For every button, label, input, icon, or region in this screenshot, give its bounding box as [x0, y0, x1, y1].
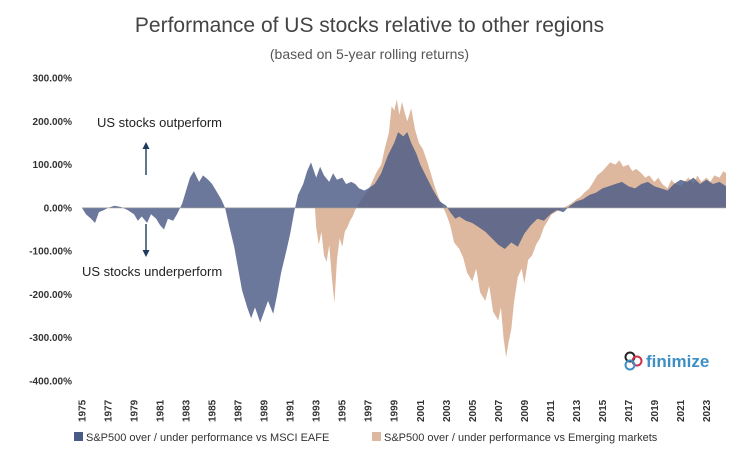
x-tick-label: 2011 — [546, 400, 557, 422]
arrow-down-head-icon — [142, 250, 150, 257]
x-tick-label: 2021 — [676, 399, 687, 422]
chart-subtitle: (based on 5-year rolling returns) — [269, 46, 470, 62]
x-tick-label: 2001 — [416, 399, 427, 422]
x-tick-label: 1979 — [130, 399, 141, 422]
x-tick-label: 1999 — [390, 399, 401, 422]
legend: S&P500 over / under performance vs MSCI … — [74, 432, 658, 444]
x-tick-label: 1981 — [156, 399, 167, 422]
x-tick-label: 2023 — [702, 399, 713, 422]
finimize-logo-icon — [624, 351, 643, 371]
annotation-outperform: US stocks outperform — [97, 115, 222, 130]
x-tick-label: 1989 — [260, 399, 271, 422]
brand-name: finimize — [646, 352, 709, 371]
brand-logo: finimize — [624, 351, 709, 371]
legend-swatch-em — [372, 432, 381, 441]
y-tick-label: 100.00% — [33, 160, 73, 171]
x-tick-label: 1987 — [234, 399, 245, 422]
y-tick-label: -100.00% — [29, 247, 72, 258]
chart-title: Performance of US stocks relative to oth… — [134, 14, 605, 37]
annotation-underperform: US stocks underperform — [82, 264, 222, 279]
y-tick-label: 300.00% — [33, 74, 73, 85]
legend-label-eafe: S&P500 over / under performance vs MSCI … — [86, 432, 329, 444]
x-tick-label: 2015 — [598, 399, 609, 422]
x-tick-label: 2009 — [520, 399, 531, 422]
x-tick-label: 2003 — [442, 399, 453, 422]
x-tick-label: 1995 — [338, 399, 349, 422]
arrow-up-head-icon — [142, 142, 150, 149]
x-tick-label: 2005 — [468, 399, 479, 422]
x-tick-label: 2007 — [494, 399, 505, 422]
x-tick-label: 1993 — [312, 399, 323, 422]
x-tick-label: 1991 — [286, 399, 297, 422]
series-area-eafe — [82, 132, 726, 323]
y-tick-label: 0.00% — [44, 203, 72, 214]
y-tick-label: 200.00% — [33, 117, 73, 128]
x-tick-label: 1985 — [208, 399, 219, 422]
x-tick-label: 1977 — [104, 399, 115, 422]
x-tick-label: 1983 — [182, 399, 193, 422]
legend-label-em: S&P500 over / under performance vs Emerg… — [384, 432, 658, 444]
x-tick-label: 1975 — [78, 399, 89, 422]
x-tick-label: 2019 — [650, 399, 661, 422]
legend-swatch-eafe — [74, 432, 83, 441]
y-tick-label: -400.00% — [29, 377, 72, 388]
y-tick-label: -200.00% — [29, 290, 72, 301]
x-tick-label: 2017 — [624, 399, 635, 422]
x-tick-label: 2013 — [572, 399, 583, 422]
x-tick-label: 1997 — [364, 399, 375, 422]
y-tick-label: -300.00% — [29, 333, 72, 344]
